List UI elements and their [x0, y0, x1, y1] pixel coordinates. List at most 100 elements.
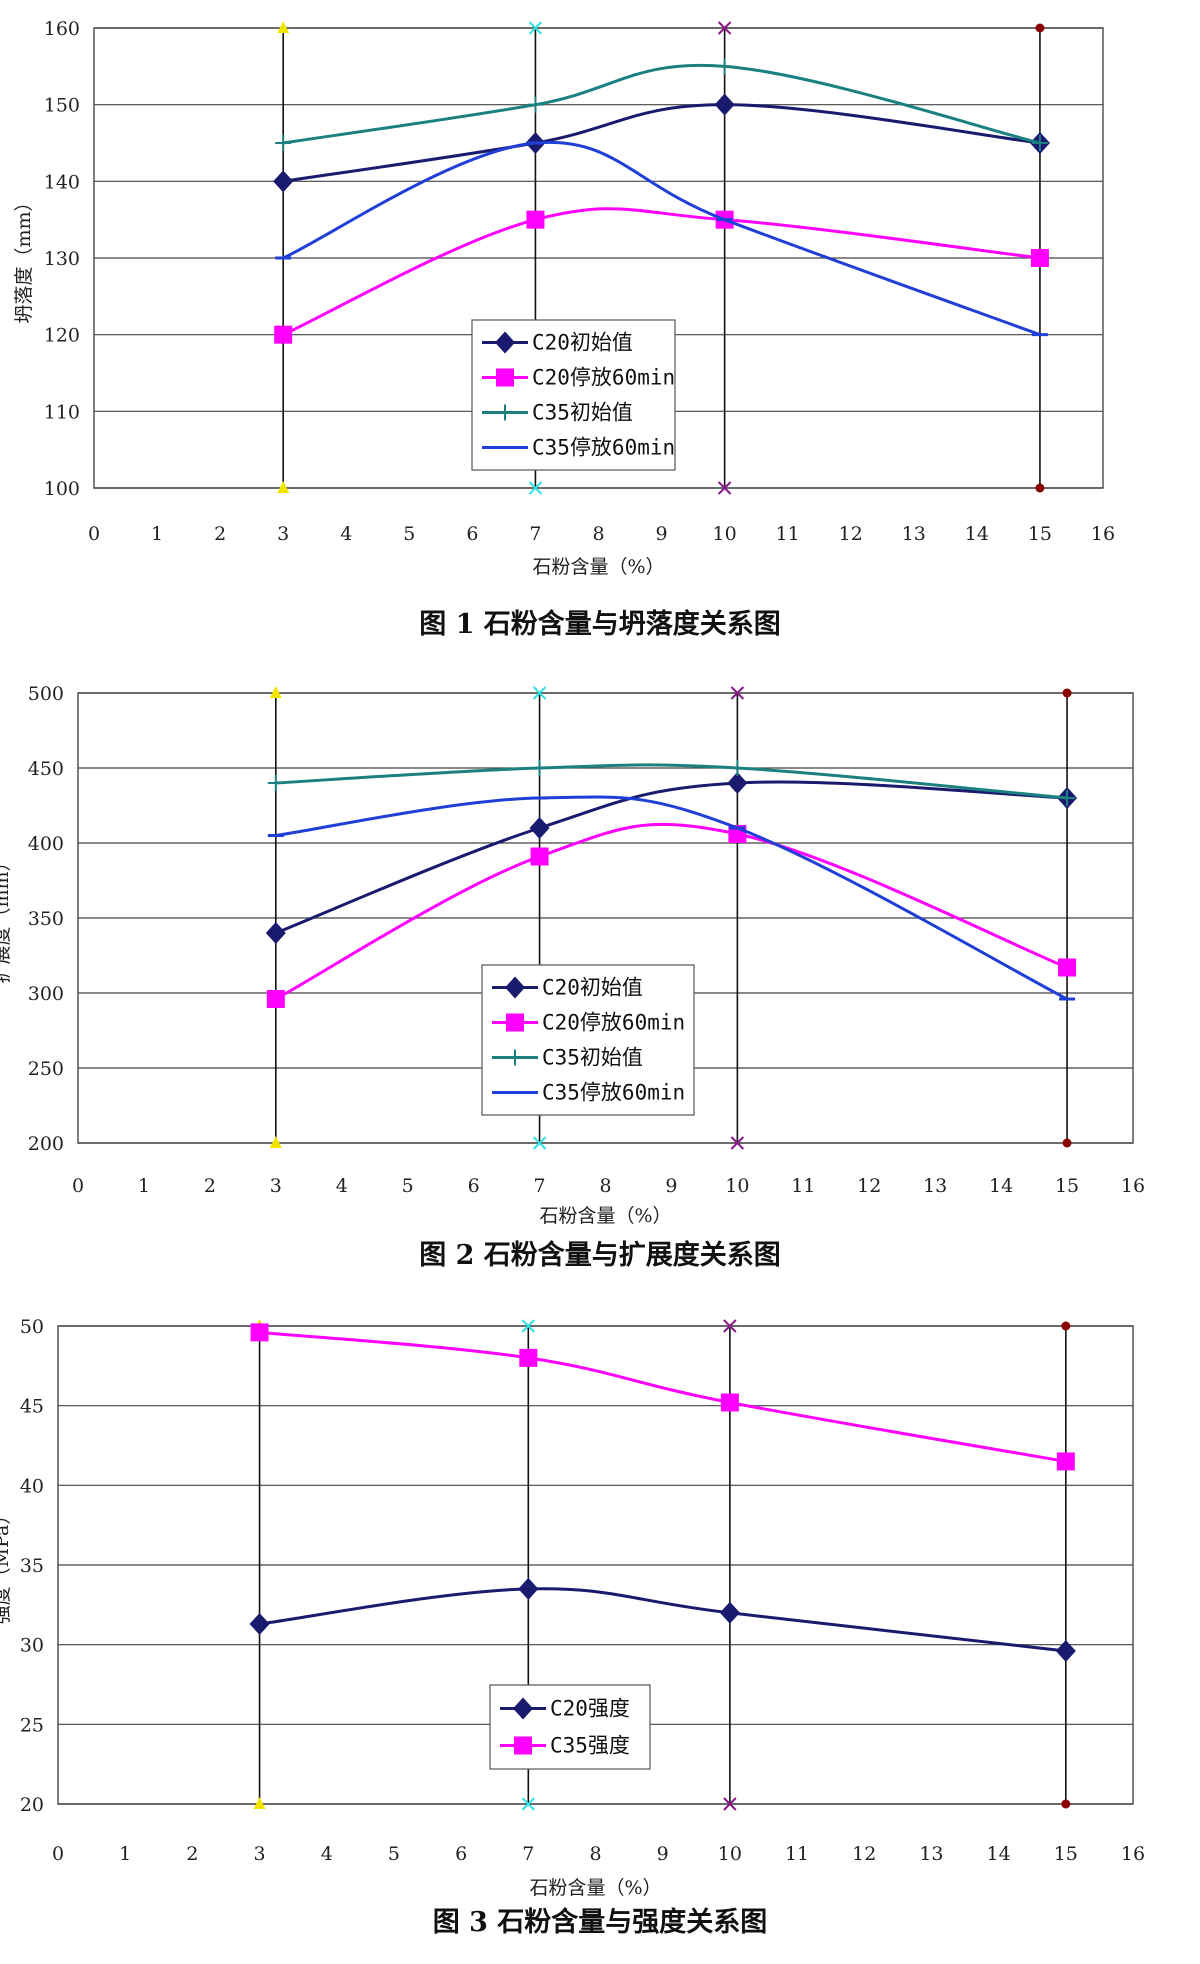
data-point [716, 58, 733, 75]
data-point [273, 170, 294, 193]
legend-label: C35停放60min [532, 436, 675, 460]
chart-3-caption: 图 3 石粉含量与强度关系图 [432, 1907, 768, 1938]
x-tick-label: 10 [725, 1175, 749, 1197]
x-tick-label: 0 [52, 1843, 64, 1865]
data-point [529, 817, 550, 839]
reference-bottom-marker [730, 1136, 745, 1150]
y-tick-label: 200 [28, 1133, 64, 1155]
x-tick-label: 9 [665, 1175, 677, 1197]
x-tick-label: 5 [402, 1175, 414, 1197]
reference-bottom-marker [1062, 1138, 1072, 1148]
reference-bottom-marker [253, 1797, 266, 1809]
reference-top-marker [277, 21, 290, 33]
x-tick-label: 9 [657, 1843, 669, 1865]
x-tick-label: 11 [776, 523, 800, 545]
x-tick-label: 0 [88, 523, 100, 545]
series-line [259, 1587, 1066, 1653]
legend-swatch-marker [507, 1049, 523, 1066]
data-point [714, 93, 735, 116]
reference-bottom-marker [717, 481, 732, 495]
y-tick-label: 120 [44, 325, 80, 347]
series-line [282, 63, 1041, 145]
x-tick-label: 2 [214, 523, 226, 545]
y-tick-label: 40 [20, 1475, 44, 1497]
data-point [1058, 958, 1077, 977]
y-tick-label: 25 [20, 1714, 44, 1736]
data-point [1030, 249, 1049, 267]
x-tick-label: 10 [718, 1843, 742, 1865]
legend-swatch-marker [497, 404, 513, 421]
data-point [1055, 1640, 1076, 1663]
legend-swatch-marker [514, 1736, 532, 1755]
data-point [1031, 135, 1048, 151]
x-tick-label: 11 [791, 1175, 815, 1197]
reference-top-marker [1035, 23, 1045, 33]
x-tick-label: 16 [1121, 1843, 1145, 1865]
series-line [275, 795, 1068, 1001]
x-axis-label: 石粉含量（%） [532, 556, 664, 578]
data-point [519, 1348, 538, 1367]
x-tick-label: 5 [403, 523, 415, 545]
reference-top-marker [269, 686, 282, 698]
y-tick-label: 110 [44, 401, 80, 423]
x-tick-label: 12 [839, 523, 863, 545]
series-line [282, 140, 1041, 337]
x-tick-label: 8 [589, 1843, 601, 1865]
x-tick-label: 6 [466, 523, 478, 545]
x-tick-label: 2 [204, 1175, 216, 1197]
legend-swatch-marker [513, 1697, 533, 1720]
legend-swatch-marker [506, 1013, 524, 1032]
data-point [249, 1612, 270, 1635]
reference-top-marker [730, 686, 745, 700]
series-line [282, 103, 1041, 183]
legend-label: C20停放60min [542, 1011, 685, 1035]
reference-bottom-marker [723, 1797, 737, 1811]
legend-label: C35初始值 [532, 401, 633, 425]
reference-top-marker [1061, 1321, 1071, 1331]
x-tick-label: 14 [989, 1175, 1013, 1197]
data-point [266, 990, 285, 1008]
y-tick-label: 450 [28, 758, 64, 780]
legend-label: C35强度 [550, 1734, 630, 1758]
y-tick-label: 100 [44, 478, 80, 500]
reference-bottom-marker [521, 1797, 536, 1811]
x-tick-label: 12 [852, 1843, 876, 1865]
legend-label: C20强度 [550, 1697, 630, 1721]
x-tick-label: 5 [388, 1843, 400, 1865]
reference-top-marker [717, 21, 732, 35]
data-point [1059, 790, 1076, 806]
x-tick-label: 13 [919, 1843, 943, 1865]
x-tick-label: 4 [336, 1175, 348, 1197]
series-line [282, 207, 1041, 337]
data-point [727, 772, 748, 794]
chart-2-caption: 图 2 石粉含量与扩展度关系图 [419, 1240, 781, 1271]
series-line [259, 1330, 1067, 1463]
series-line [275, 822, 1068, 1001]
x-tick-label: 4 [321, 1843, 333, 1865]
y-tick-label: 400 [28, 833, 64, 855]
x-tick-label: 3 [270, 1175, 282, 1197]
x-tick-label: 16 [1091, 523, 1115, 545]
data-point [274, 325, 293, 344]
x-tick-label: 14 [965, 523, 989, 545]
data-point [531, 760, 548, 776]
x-tick-label: 1 [119, 1843, 131, 1865]
x-tick-label: 0 [72, 1175, 84, 1197]
y-tick-label: 35 [20, 1555, 44, 1577]
x-tick-label: 1 [138, 1175, 150, 1197]
y-tick-label: 140 [44, 171, 80, 193]
x-tick-label: 8 [592, 523, 604, 545]
reference-bottom-marker [528, 481, 543, 495]
x-tick-label: 15 [1028, 523, 1052, 545]
y-axis-label: 强度（MPa） [0, 1506, 13, 1625]
x-tick-label: 10 [713, 523, 737, 545]
reference-bottom-marker [269, 1136, 282, 1148]
reference-top-marker [723, 1319, 737, 1333]
x-tick-label: 13 [923, 1175, 947, 1197]
y-tick-label: 50 [20, 1316, 44, 1338]
reference-bottom-marker [277, 481, 290, 493]
data-point [250, 1323, 269, 1342]
x-tick-label: 16 [1121, 1175, 1145, 1197]
